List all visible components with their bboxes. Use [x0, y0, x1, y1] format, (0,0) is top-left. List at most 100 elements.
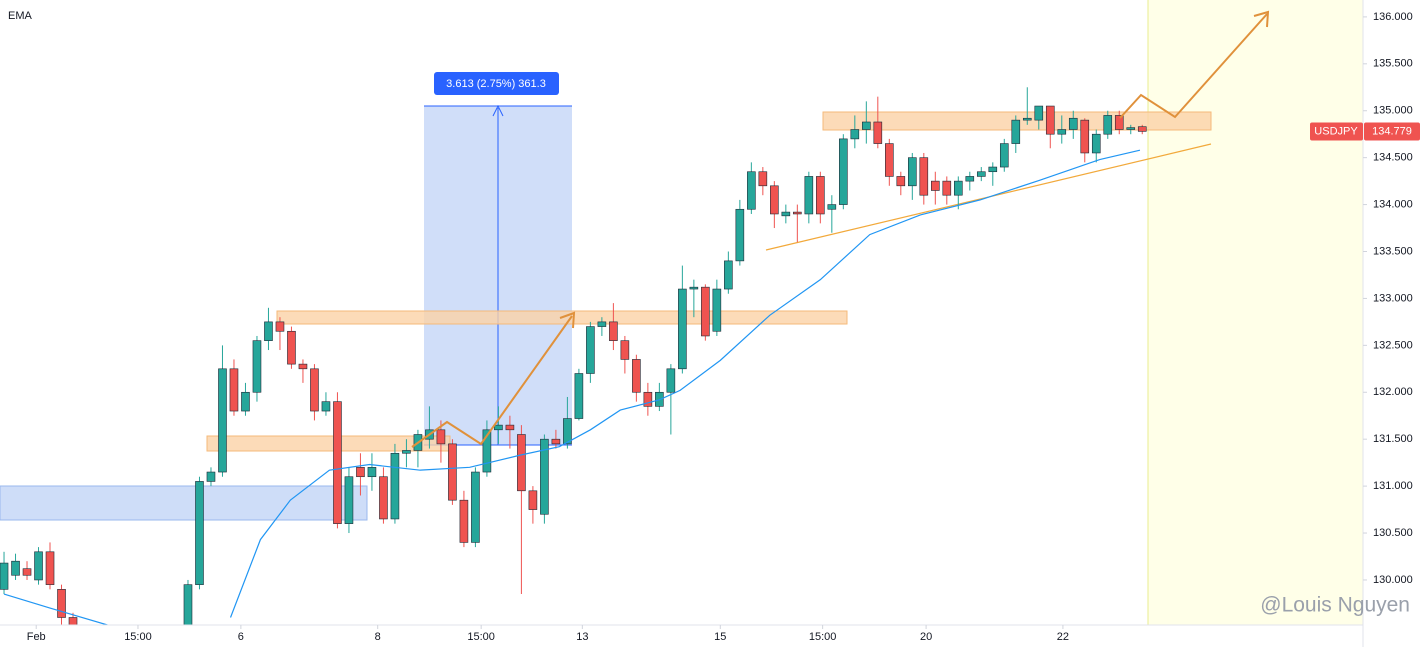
y-tick-label: 131.000 — [1373, 480, 1413, 492]
candle-body — [620, 340, 630, 360]
candle-body — [241, 391, 250, 412]
projection-arrow-head — [1253, 10, 1270, 28]
candle-body — [747, 171, 756, 210]
candle-body — [816, 176, 825, 215]
candle-body — [344, 476, 354, 524]
axes: 130.000 130.500 131.000 131.500 132.000 132.5… — [27, 11, 1420, 643]
candle-body — [563, 418, 572, 445]
candle-body — [195, 481, 204, 585]
candle-body — [1103, 115, 1113, 135]
measure-label: 3.613 (2.75%) 361.3 — [446, 78, 546, 90]
candle-body — [804, 176, 814, 215]
candle-body — [45, 551, 55, 585]
candle-body — [850, 129, 860, 140]
candle-body — [459, 499, 469, 543]
candle-body — [22, 568, 32, 576]
candle-body — [0, 562, 9, 590]
candle-body — [471, 471, 480, 543]
y-tick-label: 133.000 — [1373, 292, 1413, 304]
candle-body — [908, 157, 917, 187]
candle-body — [482, 429, 492, 473]
price-tag — [1364, 122, 1420, 141]
candle-body — [379, 476, 388, 520]
measure-label-box — [434, 72, 559, 95]
symbol-tag — [1310, 122, 1363, 141]
price-label: 134.779 — [1372, 125, 1412, 137]
candle-body — [701, 286, 710, 337]
y-tick-label: 135.500 — [1373, 58, 1413, 70]
candle-body — [712, 288, 722, 332]
series — [0, 87, 1147, 625]
candle-body — [597, 321, 607, 327]
candle-body — [436, 429, 446, 445]
candle-body — [1011, 119, 1021, 144]
candle-body — [586, 326, 595, 374]
candle-body — [988, 166, 998, 173]
candle-body — [183, 584, 193, 625]
candle-body — [827, 204, 837, 210]
candle-body — [735, 208, 745, 262]
y-tick-label: 133.500 — [1373, 245, 1413, 257]
watermark: @Louis Nguyen — [1260, 594, 1410, 617]
candle-body — [976, 171, 986, 177]
candle-body — [953, 180, 963, 196]
candle-body — [1091, 133, 1101, 154]
candle-body — [885, 143, 894, 177]
y-tick-label: 134.000 — [1373, 198, 1413, 210]
x-tick-label: 15 — [714, 631, 726, 643]
candle-body — [793, 211, 802, 215]
drawings-front: 3.613 (2.75%) 361.3 — [411, 10, 1270, 448]
y-tick-label: 135.000 — [1373, 105, 1413, 117]
candle-body — [643, 391, 653, 407]
projection-path — [411, 315, 573, 448]
x-tick-label: 8 — [375, 631, 381, 643]
candle-body — [862, 121, 871, 130]
candle-body — [1057, 129, 1067, 135]
candle-body — [609, 321, 618, 341]
candle-body — [264, 321, 273, 341]
candle-body — [367, 467, 377, 478]
candle-body — [1068, 117, 1078, 130]
indicator-legend: EMA — [8, 10, 33, 22]
candle-body — [632, 359, 641, 393]
candle-body — [252, 340, 262, 393]
candle-body — [873, 121, 883, 144]
candle-body — [758, 171, 768, 187]
candle-body — [494, 424, 503, 431]
candle-body — [229, 368, 239, 412]
ema-line — [3, 149, 1141, 625]
x-tick-label: 13 — [576, 631, 588, 643]
candle-body — [218, 368, 227, 473]
candle-body — [390, 452, 400, 520]
drawings-back — [0, 0, 1363, 625]
candle-body — [896, 176, 906, 187]
y-tick-label: 136.000 — [1373, 11, 1413, 23]
y-tick-label: 132.000 — [1373, 386, 1413, 398]
candle-body — [551, 438, 561, 445]
candle-body — [689, 286, 699, 290]
candle-body — [574, 373, 584, 419]
candle-body — [275, 321, 285, 332]
candle-body — [321, 401, 331, 412]
projection-arrow-head — [559, 311, 576, 329]
candle-body — [505, 424, 515, 431]
candle-body — [528, 490, 538, 510]
candle-body — [34, 551, 43, 581]
candle-body — [517, 434, 526, 492]
candle-body — [287, 330, 296, 365]
candle-body — [965, 176, 975, 182]
projection-path — [1119, 13, 1268, 119]
candle-body — [781, 211, 791, 217]
candle-body — [678, 288, 687, 370]
candle-body — [1137, 126, 1147, 132]
candle-body — [333, 401, 342, 524]
candle-body — [310, 368, 319, 412]
candle-body — [402, 450, 411, 454]
candle-body — [1034, 105, 1044, 121]
candle-body — [942, 180, 952, 196]
candle-body — [1080, 119, 1090, 154]
x-tick-label: 15:00 — [467, 631, 495, 643]
x-tick-label: 20 — [920, 631, 932, 643]
